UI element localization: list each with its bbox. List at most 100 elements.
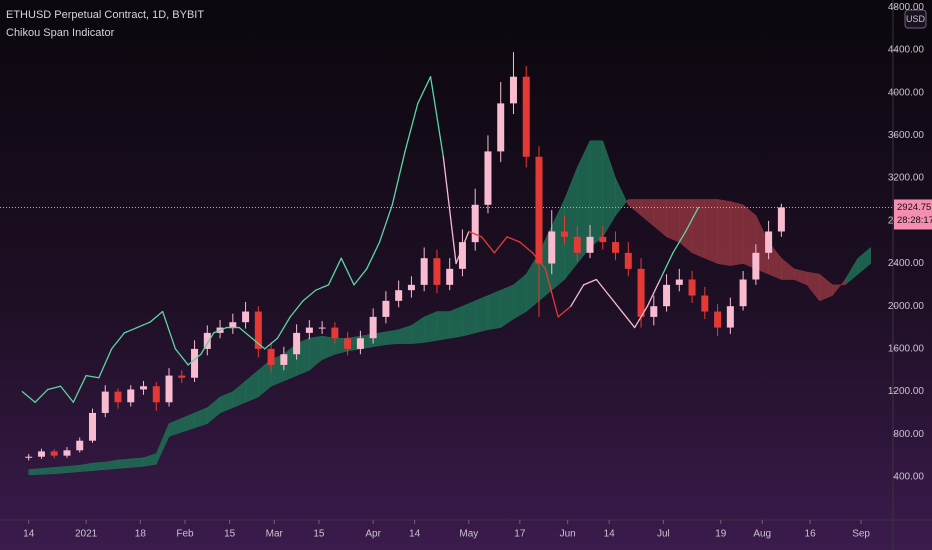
candle-body [331, 327, 339, 339]
candle-body [586, 236, 594, 253]
cloud-segment [92, 461, 106, 471]
chikou-segment [378, 204, 393, 243]
chikou-segment [238, 326, 253, 339]
x-tick-label: 17 [514, 529, 526, 540]
chikou-segment [570, 284, 585, 307]
chikou-segment [72, 374, 87, 403]
chikou-segment [621, 310, 636, 329]
chikou-segment [391, 150, 406, 206]
candle-body [624, 252, 632, 269]
candle-body [663, 284, 671, 307]
candle-body [777, 207, 785, 232]
last-price-label: 2924.75 [897, 202, 931, 213]
chikou-segment [136, 321, 151, 329]
candle-body [637, 268, 645, 317]
chikou-segment [327, 257, 342, 286]
candle-body [293, 332, 301, 355]
x-tick-label: 18 [135, 529, 147, 540]
chikou-segment [557, 305, 572, 318]
plot [0, 52, 893, 476]
y-tick-label: 4000.00 [888, 87, 925, 98]
candle-body [701, 295, 709, 312]
cloud-segment [704, 199, 718, 264]
cloud-segment [53, 466, 68, 475]
candle-body [305, 327, 313, 333]
x-tick-label: Jul [657, 529, 670, 540]
candle-body [127, 389, 135, 403]
chikou-segment [353, 268, 368, 286]
candle-body [318, 327, 326, 329]
symbol-title: ETHUSD Perpetual Contract, 1D, BYBIT [6, 9, 204, 21]
y-tick-label: 4800.00 [888, 2, 925, 13]
chikou-segment [187, 353, 202, 366]
chikou-segment [404, 102, 419, 153]
cloud-segment [717, 199, 731, 266]
x-tick-label: 14 [604, 529, 616, 540]
candle-body [101, 391, 109, 413]
candle-body [497, 103, 505, 152]
candle-body [484, 151, 492, 205]
chikou-segment [200, 332, 215, 355]
candle-body [254, 311, 262, 349]
chikou-segment [480, 236, 495, 254]
chikou-segment [544, 268, 559, 318]
candle-body [522, 76, 530, 157]
candle-body [37, 451, 45, 457]
x-tick-label: 15 [224, 529, 236, 540]
candle-body [765, 231, 773, 253]
y-tick-label: 2000.00 [888, 301, 925, 312]
chikou-segment [174, 348, 189, 366]
candle-body [114, 391, 122, 403]
candle-body [612, 242, 620, 253]
chikou-segment [417, 76, 432, 105]
cloud-segment [41, 467, 55, 475]
x-tick-label: 19 [715, 529, 727, 540]
chikou-segment [123, 326, 138, 334]
candle-body [433, 258, 441, 285]
chikou-segment [162, 310, 177, 350]
candle-body [356, 338, 364, 349]
candle-body [509, 76, 517, 104]
candle-body [165, 375, 173, 403]
candle-body [382, 300, 390, 317]
candle-body [599, 236, 607, 243]
chikou-segment [646, 278, 661, 307]
y-tick-label: 4400.00 [888, 45, 925, 56]
y-tick-label: 3600.00 [888, 130, 925, 141]
candle-body [650, 306, 658, 317]
cloud-segment [462, 300, 476, 337]
y-tick-label: 3200.00 [888, 173, 925, 184]
candle-body [369, 316, 377, 339]
candle-body [471, 204, 479, 243]
candle-body [446, 268, 454, 285]
chikou-segment [302, 289, 317, 302]
chikou-segment [531, 252, 547, 270]
chikou-segment [442, 156, 457, 265]
countdown-label: 28:28:17 [897, 215, 932, 226]
currency-button[interactable] [904, 9, 927, 29]
cloud-segment [857, 246, 871, 275]
candle-body [50, 451, 58, 456]
candle-body [88, 412, 96, 441]
candle-body [714, 311, 722, 328]
x-tick-label: May [459, 529, 478, 540]
chikou-segment [519, 241, 534, 254]
cloud-segment [730, 201, 744, 266]
chikou-segment [340, 257, 355, 286]
candle-body [203, 332, 211, 349]
candle-body [344, 338, 352, 349]
candle-body [458, 242, 466, 269]
x-tick-label: Aug [753, 529, 771, 540]
candle-body [548, 231, 556, 264]
cloud-segment [589, 140, 604, 249]
x-tick-label: 16 [805, 529, 817, 540]
cloud-segment [130, 457, 144, 468]
candle-body [63, 450, 71, 456]
cloud-segment [66, 464, 80, 474]
candle-body [178, 375, 186, 378]
x-tick-label: 14 [23, 529, 35, 540]
candle-body [535, 156, 543, 264]
chikou-segment [98, 348, 113, 379]
chikou-segment [264, 337, 279, 350]
